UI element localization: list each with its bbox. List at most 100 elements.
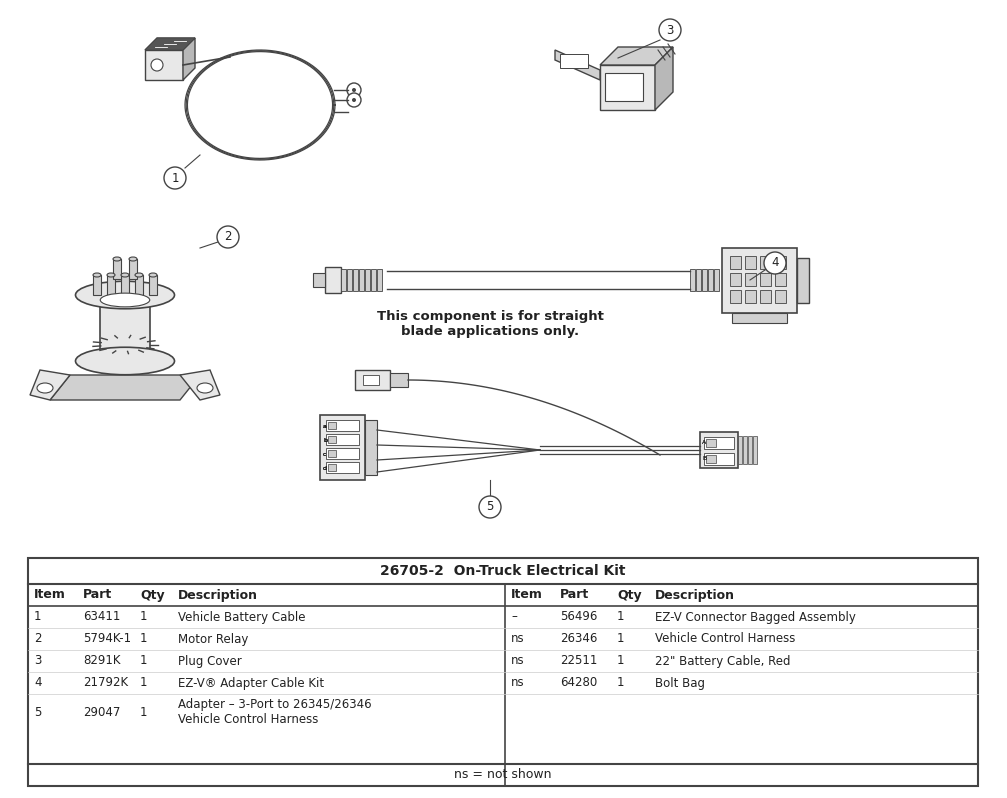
- Bar: [722, 248, 797, 313]
- Bar: [704, 453, 734, 465]
- Text: ns: ns: [511, 633, 525, 646]
- Bar: [359, 269, 364, 291]
- Bar: [605, 73, 643, 101]
- Bar: [696, 269, 701, 291]
- Text: Vehicle Control Harness: Vehicle Control Harness: [655, 633, 796, 646]
- Bar: [328, 436, 336, 443]
- Bar: [730, 256, 741, 269]
- Bar: [325, 267, 341, 293]
- Bar: [706, 455, 716, 463]
- Text: ns: ns: [511, 677, 525, 689]
- Bar: [714, 269, 719, 291]
- Text: Item: Item: [511, 588, 543, 602]
- Text: Description: Description: [655, 588, 735, 602]
- Bar: [328, 450, 336, 457]
- Bar: [113, 259, 121, 279]
- Bar: [326, 434, 359, 445]
- Polygon shape: [50, 375, 200, 400]
- Bar: [365, 269, 370, 291]
- Text: 3: 3: [34, 654, 41, 667]
- Bar: [775, 290, 786, 303]
- Bar: [101, 295, 150, 361]
- Ellipse shape: [113, 257, 121, 261]
- Bar: [145, 50, 183, 80]
- Text: a: a: [323, 424, 327, 429]
- Bar: [760, 273, 771, 286]
- Text: c: c: [323, 452, 326, 456]
- Text: Adapter – 3-Port to 26345/26346: Adapter – 3-Port to 26345/26346: [178, 698, 372, 711]
- Bar: [129, 259, 137, 279]
- Ellipse shape: [197, 383, 213, 393]
- Bar: [760, 290, 771, 303]
- Text: Vehicle Control Harness: Vehicle Control Harness: [178, 713, 318, 725]
- Circle shape: [347, 93, 361, 107]
- Ellipse shape: [93, 273, 101, 277]
- Text: b: b: [323, 437, 327, 443]
- Bar: [753, 436, 757, 464]
- Text: 1: 1: [140, 633, 147, 646]
- Text: 1: 1: [140, 677, 147, 689]
- Text: d: d: [323, 465, 327, 471]
- Ellipse shape: [76, 347, 174, 375]
- Ellipse shape: [121, 273, 129, 277]
- Polygon shape: [655, 47, 673, 110]
- Text: Part: Part: [83, 588, 112, 602]
- Text: B: B: [702, 456, 706, 461]
- Bar: [363, 375, 379, 385]
- Bar: [135, 275, 143, 295]
- Text: a: a: [323, 424, 327, 429]
- Text: 1: 1: [140, 654, 147, 667]
- Ellipse shape: [149, 273, 157, 277]
- Text: 29047: 29047: [83, 705, 121, 718]
- Bar: [600, 65, 655, 110]
- Circle shape: [479, 496, 501, 518]
- Text: 2: 2: [225, 231, 232, 243]
- Ellipse shape: [37, 383, 53, 393]
- Circle shape: [764, 252, 786, 274]
- Text: ns: ns: [511, 654, 525, 667]
- Bar: [560, 54, 588, 68]
- Text: 4: 4: [771, 256, 778, 270]
- Text: EZ-V Connector Bagged Assembly: EZ-V Connector Bagged Assembly: [655, 610, 856, 623]
- Text: b: b: [323, 437, 327, 443]
- Bar: [743, 436, 747, 464]
- Text: 5794K-1: 5794K-1: [83, 633, 131, 646]
- Bar: [738, 436, 742, 464]
- Text: a: a: [323, 424, 327, 429]
- Bar: [704, 437, 734, 449]
- Text: –: –: [511, 610, 517, 623]
- Bar: [353, 269, 358, 291]
- Text: EZ-V® Adapter Cable Kit: EZ-V® Adapter Cable Kit: [178, 677, 324, 689]
- Bar: [760, 256, 771, 269]
- Circle shape: [352, 88, 356, 92]
- Bar: [700, 432, 738, 468]
- Text: Vehicle Battery Cable: Vehicle Battery Cable: [178, 610, 305, 623]
- Bar: [326, 462, 359, 473]
- Bar: [797, 258, 809, 303]
- Text: Bolt Bag: Bolt Bag: [655, 677, 705, 689]
- Text: Qty: Qty: [617, 588, 641, 602]
- Bar: [326, 420, 359, 431]
- Bar: [745, 256, 756, 269]
- Circle shape: [659, 19, 681, 41]
- Bar: [326, 448, 359, 459]
- Circle shape: [151, 59, 163, 71]
- Text: d: d: [323, 465, 327, 471]
- Bar: [730, 290, 741, 303]
- Bar: [328, 464, 336, 471]
- Text: c: c: [323, 452, 326, 456]
- Polygon shape: [145, 38, 195, 50]
- Polygon shape: [180, 370, 220, 400]
- Polygon shape: [30, 370, 70, 400]
- Text: Part: Part: [560, 588, 589, 602]
- Bar: [748, 436, 752, 464]
- Bar: [371, 269, 376, 291]
- Bar: [121, 275, 129, 295]
- Bar: [706, 439, 716, 447]
- Text: 21792K: 21792K: [83, 677, 128, 689]
- Bar: [690, 269, 695, 291]
- Text: 5: 5: [34, 705, 41, 718]
- Text: 3: 3: [667, 23, 674, 37]
- Circle shape: [352, 98, 356, 102]
- Text: d: d: [323, 465, 327, 471]
